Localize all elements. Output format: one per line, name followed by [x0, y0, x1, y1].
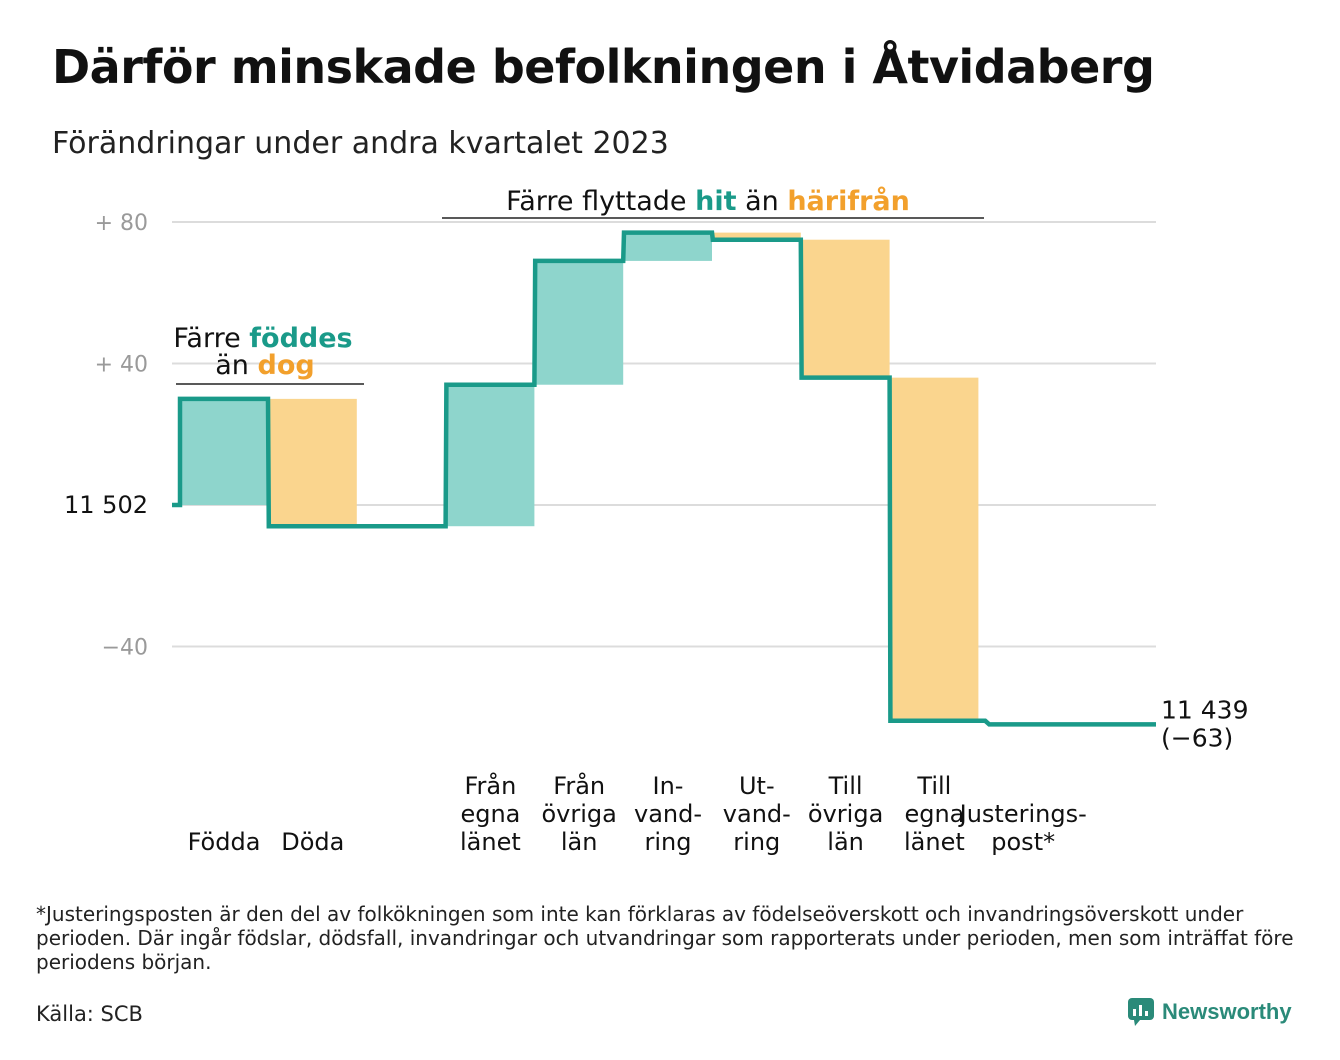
brand-logo[interactable]: Newsworthy	[1128, 998, 1292, 1026]
bar	[624, 232, 712, 261]
annotation-in-highlight: hit	[695, 186, 736, 217]
x-axis-label: övriga	[808, 800, 883, 828]
x-axis-label: Till	[916, 772, 951, 800]
annotation-out-highlight: härifrån	[787, 185, 910, 217]
annotation-migration: Färre flyttade hit än härifrån	[506, 185, 910, 217]
x-axis-label: vand-	[723, 800, 791, 828]
x-axis-label: In-	[653, 772, 684, 800]
bars	[180, 232, 979, 721]
bar	[180, 398, 268, 505]
x-axis-label: övriga	[542, 800, 617, 828]
step-line	[172, 230, 1156, 727]
annotation-birth-line2: än dog	[215, 350, 314, 381]
bar	[801, 239, 890, 378]
x-axis-label: Från	[553, 771, 605, 800]
footnote: *Justeringsposten är den del av folkökni…	[36, 902, 1294, 974]
x-axis-labels: Födda DödaFrånegnalänetFrånövrigalänIn-va…	[188, 771, 1087, 856]
gridlines	[172, 221, 1156, 648]
annotation-prefix: Färre flyttade	[506, 186, 695, 217]
bar	[446, 384, 535, 527]
y-tick-label: −40	[102, 636, 148, 661]
annotation-prefix: Färre	[173, 323, 249, 354]
x-axis-label: Till	[828, 772, 863, 800]
y-tick-label: 11 502	[64, 491, 148, 519]
y-tick-label: + 80	[95, 211, 148, 236]
x-axis-label: Från	[464, 771, 516, 800]
annotation-in-highlight: föddes	[249, 323, 352, 354]
y-tick-label: + 40	[95, 353, 148, 378]
bar	[535, 260, 624, 385]
x-axis-label: vand-	[634, 800, 702, 828]
bar	[268, 398, 357, 527]
source: Källa: SCB	[36, 1002, 143, 1026]
x-axis-label: länet	[460, 828, 521, 856]
brand-name: Newsworthy	[1162, 999, 1292, 1024]
x-axis-label: länet	[904, 828, 965, 856]
y-axis-ticks: + 80 + 40 11 502 −40	[64, 211, 148, 661]
x-axis-label: egna	[904, 800, 964, 828]
chart-title: Därför minskade befolkningen i Åtvidaber…	[52, 40, 1155, 94]
newsworthy-chart-icon	[1128, 998, 1154, 1026]
x-axis-label: ring	[645, 828, 692, 856]
step-line-path	[172, 230, 1156, 727]
x-axis-label: län	[561, 828, 598, 856]
x-axis-label: Födda	[188, 828, 261, 856]
chart-subtitle: Förändringar under andra kvartalet 2023	[52, 126, 669, 161]
bar	[890, 377, 979, 721]
annotation-mid: än	[737, 186, 788, 217]
end-label: 11 439(−63)	[1161, 695, 1248, 752]
end-value: 11 439	[1161, 695, 1248, 724]
x-axis-label: Döda	[281, 828, 344, 856]
x-axis-label: post*	[991, 828, 1055, 856]
x-axis-label: Justerings-	[958, 800, 1087, 828]
x-axis-label: ring	[733, 828, 780, 856]
bar	[712, 232, 801, 240]
x-axis-label: egna	[460, 800, 520, 828]
x-axis-label: Ut-	[739, 772, 775, 800]
annotation-mid: än	[215, 350, 257, 381]
x-axis-label: län	[827, 828, 864, 856]
end-change: (−63)	[1161, 723, 1233, 752]
annotation-birth-line1: Färre föddes	[173, 323, 352, 354]
annotation-out-highlight: dog	[258, 350, 315, 381]
